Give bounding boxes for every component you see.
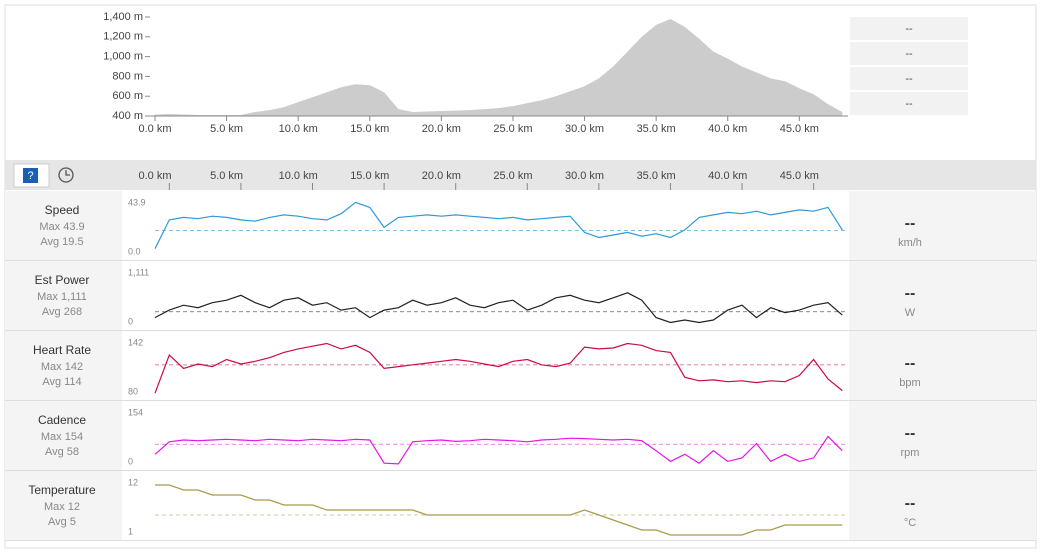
x-tick-label: 10.0 km [279, 123, 318, 135]
side-value: -- [905, 23, 913, 35]
stream-avg: Avg 19.5 [40, 236, 83, 248]
side-value: -- [905, 48, 913, 60]
help-icon [23, 168, 38, 183]
side-value: -- [905, 73, 913, 85]
readout: -- [905, 495, 916, 512]
readout-panel [849, 331, 1036, 400]
readout: -- [905, 285, 916, 302]
distance-label: 0.0 km [138, 170, 171, 182]
stream-avg: Avg 5 [48, 516, 76, 528]
stream-line [154, 435, 843, 465]
label-panel [5, 191, 122, 260]
stream-max: Max 154 [41, 431, 83, 443]
stream-max: Max 1,111 [37, 291, 87, 303]
distance-label: 15.0 km [350, 170, 389, 182]
readout: -- [905, 215, 916, 232]
distance-label: 20.0 km [422, 170, 461, 182]
y-tick-label: 1,111 [128, 267, 149, 277]
time-button[interactable] [58, 167, 74, 183]
y-tick-label: 1,200 m [103, 31, 143, 43]
y-tick-label: 1 [128, 526, 133, 536]
unit: km/h [898, 237, 922, 249]
y-tick-label: 0 [128, 316, 133, 326]
y-tick-label: 1,000 m [103, 51, 143, 63]
label-panel [5, 261, 122, 330]
stream-max: Max 43.9 [39, 221, 84, 233]
clock-hands [65, 170, 70, 176]
distance-label: 45.0 km [780, 170, 819, 182]
y-tick-label: 0.0 [128, 246, 141, 256]
stream-name: Temperature [28, 483, 96, 497]
distance-bar [5, 160, 1036, 190]
x-tick-label: 40.0 km [708, 123, 747, 135]
x-tick-label: 15.0 km [350, 123, 389, 135]
stream-line [155, 484, 843, 536]
help-glyph: ? [27, 170, 33, 182]
side-cell [850, 17, 968, 40]
stream-line [154, 292, 843, 324]
stream-max: Max 142 [41, 361, 83, 373]
stream-name: Heart Rate [33, 343, 91, 357]
readout-panel [849, 471, 1036, 540]
y-tick-label: 0 [128, 456, 133, 466]
label-panel [5, 471, 122, 540]
stream-max: Max 12 [44, 501, 80, 513]
distance-label: 25.0 km [493, 170, 532, 182]
stream-name: Cadence [38, 413, 86, 427]
x-tick-label: 35.0 km [637, 123, 676, 135]
elevation-area [155, 19, 843, 116]
y-tick-label: 12 [128, 477, 138, 487]
distance-label: 40.0 km [708, 170, 747, 182]
label-panel [5, 401, 122, 470]
distance-label: 10.0 km [279, 170, 318, 182]
stream-line [154, 342, 843, 394]
readout-panel [849, 401, 1036, 470]
readout: -- [905, 355, 916, 372]
x-tick-label: 45.0 km [780, 123, 819, 135]
stream-name: Speed [45, 203, 80, 217]
distance-label: 5.0 km [210, 170, 243, 182]
side-value: -- [905, 98, 913, 110]
distance-label: 30.0 km [565, 170, 604, 182]
y-tick-label: 154 [128, 407, 143, 417]
stream-avg: Avg 58 [45, 446, 79, 458]
side-cell [850, 92, 968, 115]
unit: rpm [901, 447, 920, 459]
distance-label: 35.0 km [637, 170, 676, 182]
unit: °C [904, 517, 916, 529]
y-tick-label: 43.9 [128, 197, 146, 207]
stream-avg: Avg 268 [42, 306, 82, 318]
x-tick-label: 20.0 km [422, 123, 461, 135]
readout-panel [849, 191, 1036, 260]
x-tick-label: 25.0 km [493, 123, 532, 135]
side-cell [850, 42, 968, 65]
y-tick-label: 1,400 m [103, 11, 143, 23]
unit: W [905, 307, 916, 319]
side-cell [850, 67, 968, 90]
stream-line [154, 201, 843, 249]
y-tick-label: 600 m [112, 90, 143, 102]
x-tick-label: 0.0 km [138, 123, 171, 135]
stream-avg: Avg 114 [42, 376, 81, 388]
unit: bpm [899, 377, 920, 389]
readout: -- [905, 425, 916, 442]
label-panel [5, 331, 122, 400]
x-tick-label: 5.0 km [210, 123, 243, 135]
y-tick-label: 400 m [112, 110, 143, 122]
y-tick-label: 800 m [112, 70, 143, 82]
x-tick-label: 30.0 km [565, 123, 604, 135]
y-tick-label: 80 [128, 386, 138, 396]
readout-panel [849, 261, 1036, 330]
stream-name: Est Power [35, 273, 90, 287]
y-tick-label: 142 [128, 337, 143, 347]
